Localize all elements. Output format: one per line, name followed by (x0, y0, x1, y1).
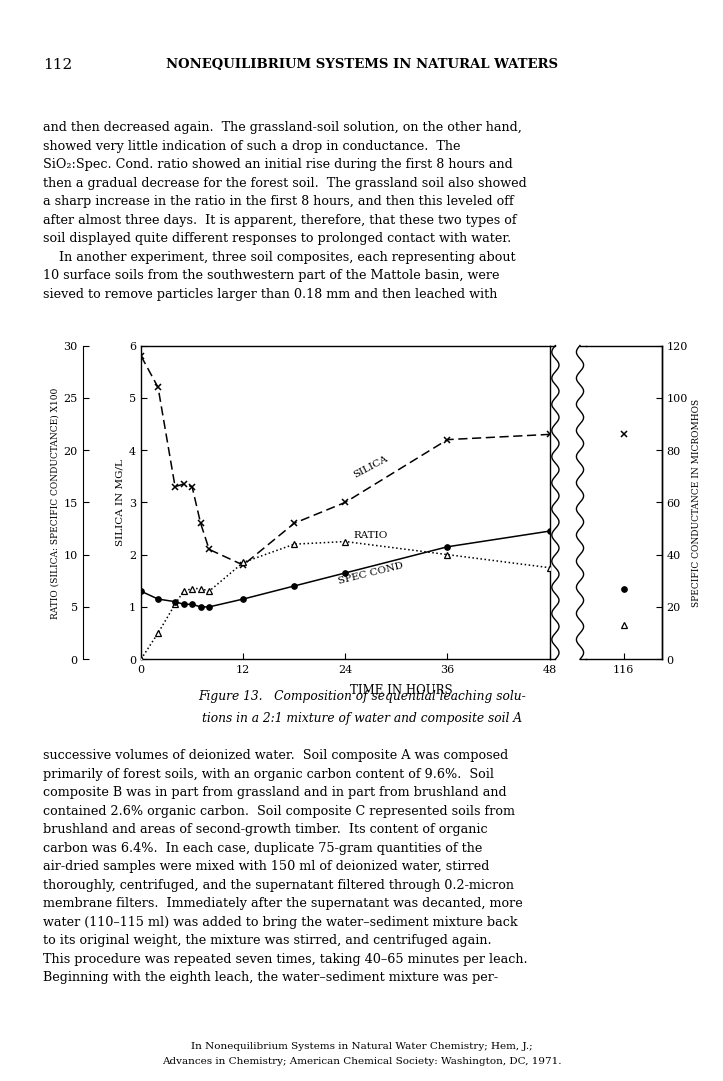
Text: SPEC COND: SPEC COND (338, 560, 404, 585)
Text: SILICA: SILICA (352, 454, 390, 479)
Text: NONEQUILIBRIUM SYSTEMS IN NATURAL WATERS: NONEQUILIBRIUM SYSTEMS IN NATURAL WATERS (166, 58, 557, 71)
Y-axis label: RATIO (SILICA: SPECIFIC CONDUCTANCE) X100: RATIO (SILICA: SPECIFIC CONDUCTANCE) X10… (51, 387, 59, 618)
Text: Figure 13.   Composition of sequential leaching solu-: Figure 13. Composition of sequential lea… (197, 690, 526, 703)
Text: and then decreased again.  The grassland-soil solution, on the other hand,
showe: and then decreased again. The grassland-… (43, 121, 527, 301)
Y-axis label: SPECIFIC CONDUCTANCE IN MICROMHOS: SPECIFIC CONDUCTANCE IN MICROMHOS (692, 399, 701, 606)
Text: RATIO: RATIO (354, 531, 388, 539)
Y-axis label: SILICA IN MG/L: SILICA IN MG/L (116, 459, 125, 546)
Text: 112: 112 (43, 58, 72, 71)
Text: tions in a 2:1 mixture of water and composite soil A: tions in a 2:1 mixture of water and comp… (202, 711, 521, 724)
Text: In Nonequilibrium Systems in Natural Water Chemistry; Hem, J.;: In Nonequilibrium Systems in Natural Wat… (191, 1042, 532, 1051)
Text: successive volumes of deionized water.  Soil composite A was composed
primarily : successive volumes of deionized water. S… (43, 749, 528, 984)
Text: TIME IN HOURS: TIME IN HOURS (350, 683, 453, 696)
Text: Advances in Chemistry; American Chemical Society: Washington, DC, 1971.: Advances in Chemistry; American Chemical… (162, 1057, 561, 1066)
